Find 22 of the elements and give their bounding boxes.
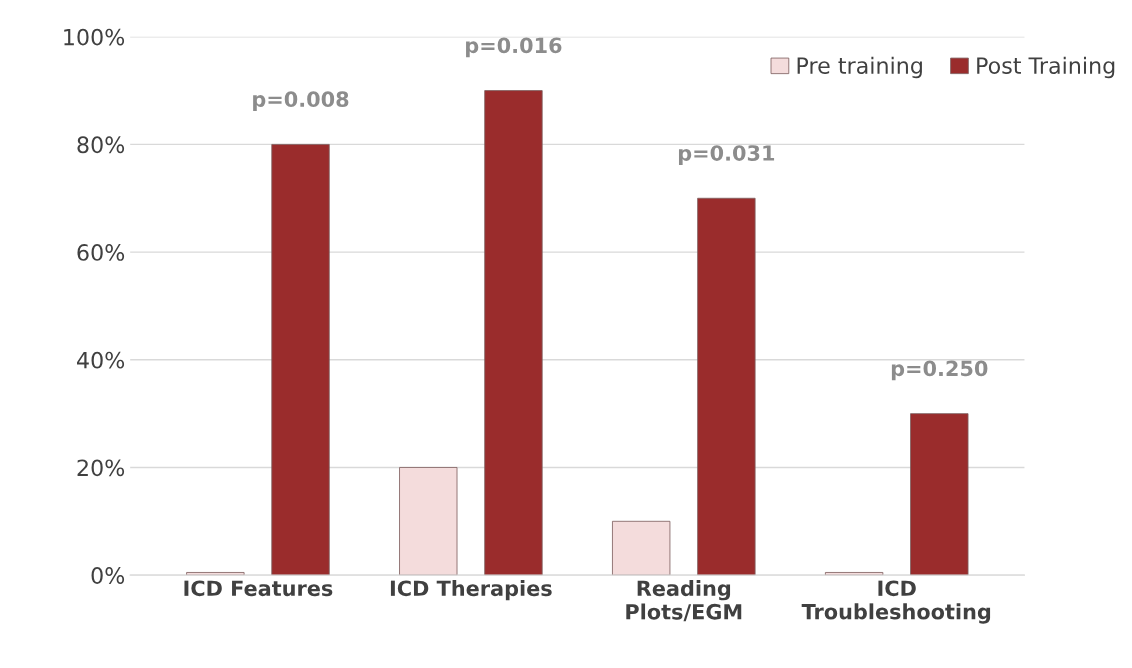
annotation: p=0.016: [466, 37, 562, 58]
annotation: p=0.031: [678, 145, 775, 165]
bar: [271, 144, 330, 576]
bar: [910, 413, 969, 576]
y-tick-label: 80%: [77, 136, 125, 154]
annotation: p=0.008: [253, 91, 349, 112]
bar: [612, 520, 671, 576]
bar: [484, 90, 543, 576]
annotation: p=0.250: [891, 360, 988, 381]
legend-label: Post Training: [977, 56, 1115, 79]
x-tick-label: ICD Therapies: [390, 580, 552, 601]
bar: [399, 467, 458, 576]
legend-label: Pre training: [797, 56, 922, 79]
x-tick-label: ICD Troubleshooting: [801, 580, 991, 624]
bar: [697, 197, 756, 576]
y-tick-label: 40%: [77, 351, 125, 369]
y-tick-label: 0%: [91, 567, 125, 584]
y-tick-label: 20%: [77, 459, 125, 477]
y-tick-label: 100%: [64, 28, 125, 46]
x-tick-label: ICD Features: [184, 580, 333, 597]
x-tick-label: Reading Plots/EGM: [626, 580, 742, 622]
y-tick-label: 60%: [77, 244, 125, 261]
